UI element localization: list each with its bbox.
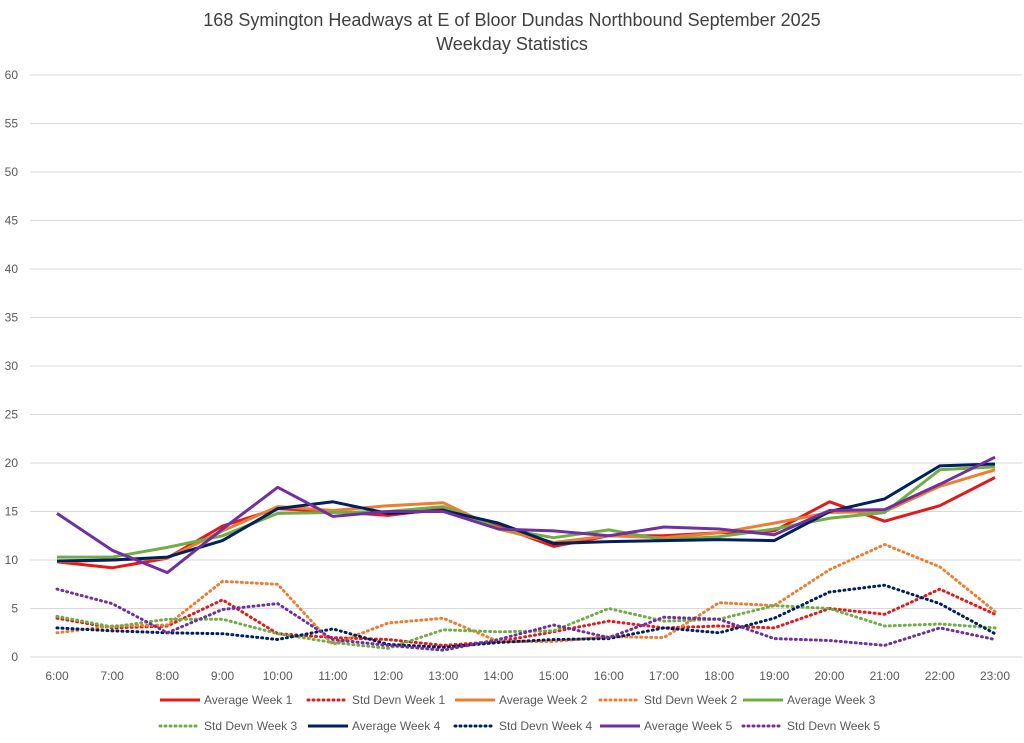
y-tick-label-0: 0 [11,650,18,664]
chart-title: 168 Symington Headways at E of Bloor Dun… [203,10,821,30]
legend-label-std-devn-week-2: Std Devn Week 2 [644,693,737,707]
x-tick-label-1900: 19:00 [759,669,789,683]
x-tick-label-1200: 12:00 [373,669,403,683]
y-tick-label-15: 15 [5,505,19,519]
y-tick-label-30: 30 [5,359,19,373]
legend-label-average-week-2: Average Week 2 [499,693,588,707]
series-line-std-devn-week-5 [55,587,997,652]
x-tick-label-1500: 15:00 [539,669,569,683]
y-tick-label-25: 25 [5,408,19,422]
y-tick-label-40: 40 [5,262,19,276]
series-line-average-week-5 [56,455,996,575]
x-tick-label-1800: 18:00 [704,669,734,683]
legend-label-std-devn-week-1: Std Devn Week 1 [352,693,445,707]
y-tick-label-60: 60 [5,68,19,82]
y-tick-label-10: 10 [5,553,19,567]
y-gridlines [30,74,1022,658]
y-tick-label-50: 50 [5,165,19,179]
y-tick-label-55: 55 [5,117,19,131]
x-tick-label-2200: 22:00 [925,669,955,683]
legend-label-std-devn-week-4: Std Devn Week 4 [499,719,592,733]
legend-label-average-week-3: Average Week 3 [787,693,876,707]
y-tick-label-20: 20 [5,456,19,470]
legend-label-average-week-5: Average Week 5 [644,719,733,733]
legend-label-std-devn-week-3: Std Devn Week 3 [204,719,297,733]
legend-label-std-devn-week-5: Std Devn Week 5 [787,719,880,733]
chart-subtitle: Weekday Statistics [436,34,588,54]
chart-title-block: 168 Symington Headways at E of Bloor Dun… [0,8,1024,56]
x-tick-label-1400: 14:00 [483,669,513,683]
x-tick-label-1700: 17:00 [649,669,679,683]
y-tick-label-5: 5 [11,602,18,616]
y-tick-label-35: 35 [5,311,19,325]
y-tick-label-45: 45 [5,214,19,228]
series-line-average-week-1 [56,476,996,570]
x-tick-label-1000: 10:00 [263,669,293,683]
x-tick-label-2100: 21:00 [870,669,900,683]
x-tick-label-1300: 13:00 [428,669,458,683]
x-tick-label-2300: 23:00 [980,669,1010,683]
x-tick-label-1100: 11:00 [318,669,347,683]
x-tick-label-2000: 20:00 [814,669,844,683]
x-tick-label-1600: 16:00 [594,669,624,683]
series-line-std-devn-week-2 [55,543,997,646]
legend-label-average-week-4: Average Week 4 [352,719,441,733]
x-tick-label-700: 7:00 [100,669,124,683]
x-tick-label-600: 6:00 [45,669,69,683]
series-line-std-devn-week-4 [55,583,997,649]
x-tick-label-800: 8:00 [156,669,180,683]
legend-label-average-week-1: Average Week 1 [204,693,293,707]
series-line-std-devn-week-1 [55,587,997,647]
x-tick-label-900: 9:00 [211,669,235,683]
